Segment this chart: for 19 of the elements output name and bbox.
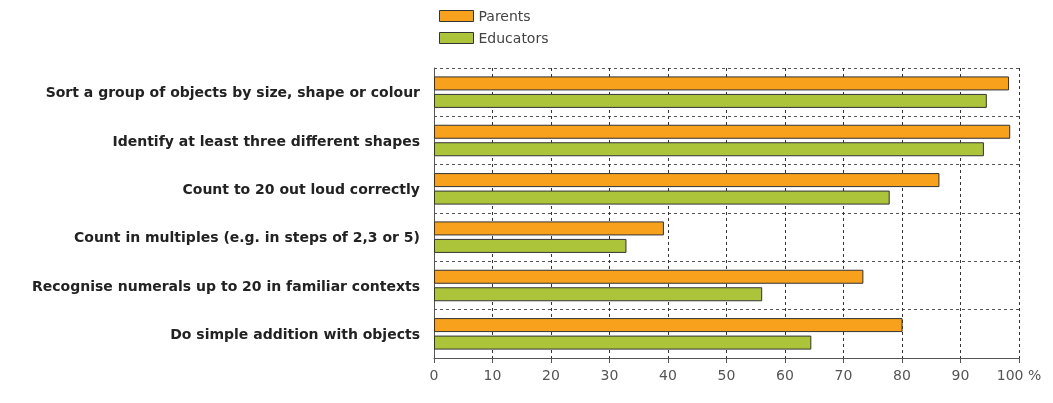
y-tick-label: Do simple addition with objects bbox=[170, 325, 420, 342]
x-tick-label: 90 bbox=[951, 367, 970, 383]
x-tick-label: 70 bbox=[834, 367, 853, 383]
x-tick-label: 60 bbox=[776, 367, 794, 383]
x-tick-label: 0 bbox=[429, 367, 439, 383]
x-tick-label: 30 bbox=[600, 367, 619, 383]
x-tick-label: 40 bbox=[659, 367, 677, 383]
y-tick-label: Count to 20 out loud correctly bbox=[182, 180, 420, 197]
x-tick-label: 80 bbox=[893, 367, 911, 383]
y-tick-label: Count in multiples (e.g. in steps of 2,3 or 5) bbox=[73, 229, 420, 246]
y-tick-label: Recognise numerals up to 20 in familiar contexts bbox=[32, 277, 420, 294]
legend-label: Parents bbox=[478, 8, 531, 24]
x-tick-label: 50 bbox=[717, 367, 736, 383]
y-tick-label: Sort a group of objects by size, shape or colour bbox=[45, 84, 421, 101]
y-tick-label: Identify at least three different shapes bbox=[112, 132, 420, 149]
x-tick-label: 20 bbox=[542, 367, 560, 383]
x-tick-label: 100 % bbox=[996, 367, 1042, 383]
legend-label: Educators bbox=[478, 30, 549, 46]
x-tick-label: 10 bbox=[483, 367, 502, 383]
